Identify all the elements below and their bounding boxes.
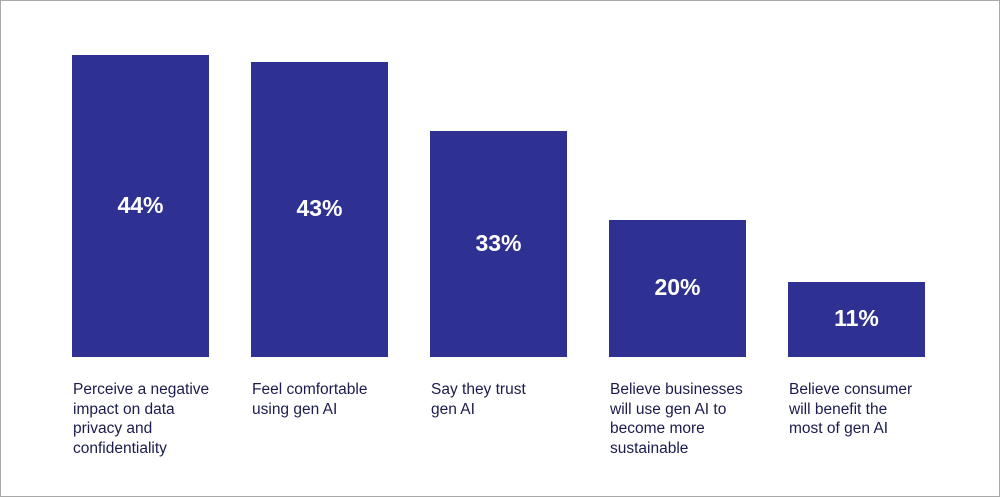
bar-2 [251, 61, 388, 357]
data-label: 43% [296, 195, 343, 222]
category-label: Believe businesses will use gen AI to be… [610, 381, 743, 457]
data-label: 11% [834, 305, 879, 332]
category-label: Believe consumer will benefit the most o… [789, 381, 913, 437]
bar-5 [788, 281, 925, 357]
category-label: Say they trust gen AI [431, 381, 526, 418]
bar-4 [609, 219, 746, 357]
category-label: Feel comfortable using gen AI [252, 381, 368, 418]
data-label: 20% [654, 274, 701, 301]
bar-1 [72, 55, 209, 357]
category-label: Perceive a negative impact on data priva… [73, 381, 210, 457]
data-label: 44% [117, 192, 164, 218]
bar-3 [430, 130, 567, 357]
data-label: 33% [475, 229, 522, 256]
